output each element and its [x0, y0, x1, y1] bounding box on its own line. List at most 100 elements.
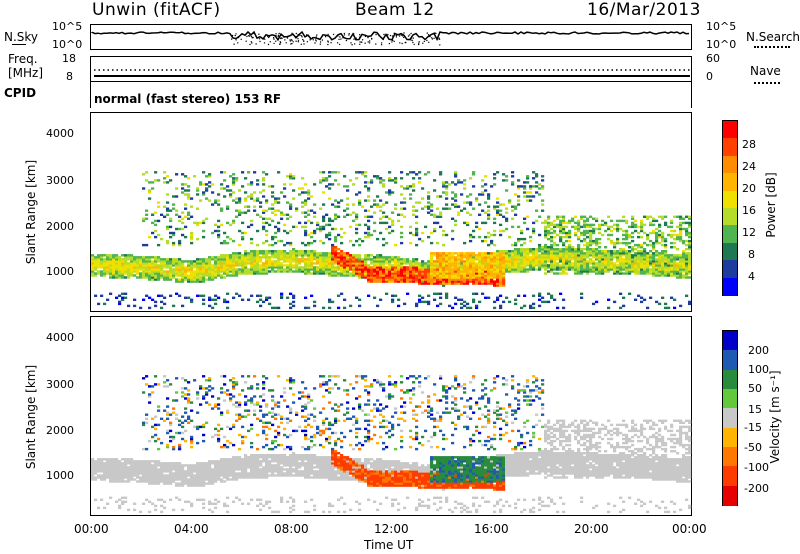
heatmap-cell [94, 266, 98, 269]
heatmap-cell [454, 195, 458, 198]
heatmap-cell [472, 171, 476, 174]
heatmap-cell [451, 229, 455, 233]
heatmap-cell [202, 278, 206, 281]
noise-dot [428, 41, 430, 43]
heatmap-cell [181, 280, 185, 283]
heatmap-cell [538, 292, 542, 295]
heatmap-cell [634, 229, 638, 233]
heatmap-cell [334, 250, 338, 253]
heatmap-cell [451, 278, 455, 281]
heatmap-cell [283, 258, 287, 261]
heatmap-cell [151, 417, 155, 420]
heatmap-cell [337, 266, 341, 269]
heatmap-cell [190, 268, 194, 271]
heatmap-cell [220, 256, 224, 259]
heatmap-cell [349, 254, 353, 257]
heatmap-cell [421, 296, 425, 299]
heatmap-cell [334, 179, 338, 182]
heatmap-cell [391, 268, 395, 271]
heatmap-cell [352, 268, 356, 271]
heatmap-cell [676, 276, 680, 279]
heatmap-cell [511, 266, 515, 269]
heatmap-cell [490, 254, 494, 257]
heatmap-cell [604, 254, 608, 257]
heatmap-cell [541, 260, 545, 263]
heatmap-cell [415, 201, 419, 204]
heatmap-cell [313, 270, 317, 273]
heatmap-cell [223, 470, 227, 473]
heatmap-cell [442, 274, 446, 277]
heatmap-cell [580, 272, 584, 275]
heatmap-cell [328, 264, 332, 267]
heatmap-cell [472, 266, 476, 269]
heatmap-cell [445, 256, 449, 259]
heatmap-cell [382, 215, 386, 218]
heatmap-cell [364, 256, 368, 259]
heatmap-cell [334, 235, 338, 239]
noise-dot [410, 32, 412, 35]
heatmap-cell [130, 274, 134, 277]
heatmap-cell [229, 468, 233, 471]
heatmap-cell [616, 256, 620, 259]
heatmap-cell [229, 472, 233, 475]
heatmap-cell [517, 187, 521, 190]
heatmap-cell [487, 274, 491, 277]
heatmap-cell [421, 300, 425, 304]
heatmap-cell [163, 462, 167, 465]
heatmap-cell [511, 262, 515, 265]
heatmap-cell [109, 476, 113, 479]
heatmap-cell [325, 235, 329, 239]
heatmap-cell [154, 508, 158, 512]
heatmap-cell [466, 262, 470, 265]
heatmap-cell [169, 470, 173, 473]
heatmap-cell [193, 468, 197, 471]
noise-dot [248, 35, 251, 37]
heatmap-cell [265, 258, 269, 261]
heatmap-cell [421, 207, 425, 210]
heatmap-cell [424, 270, 428, 273]
power-ytick-4000: 4000 [46, 127, 74, 140]
heatmap-cell [547, 270, 551, 273]
heatmap-cell [115, 462, 119, 465]
heatmap-cell [205, 387, 209, 390]
heatmap-cell [496, 274, 500, 277]
heatmap-cell [271, 243, 275, 247]
heatmap-cell [190, 439, 194, 443]
heatmap-cell [559, 223, 563, 227]
heatmap-cell [106, 270, 110, 273]
heatmap-cell [238, 209, 242, 212]
heatmap-cell [676, 266, 680, 269]
heatmap-cell [358, 304, 362, 308]
heatmap-cell [211, 278, 215, 281]
heatmap-cell [481, 266, 485, 269]
heatmap-cell [535, 260, 539, 263]
heatmap-cell [616, 260, 620, 263]
heatmap-cell [493, 284, 497, 287]
heatmap-cell [238, 199, 242, 202]
heatmap-cell [214, 258, 218, 261]
heatmap-cell [481, 179, 485, 182]
heatmap-cell [262, 268, 266, 271]
heatmap-cell [673, 260, 677, 263]
heatmap-cell [376, 278, 380, 281]
heatmap-cell [175, 468, 179, 471]
heatmap-cell [685, 276, 689, 279]
heatmap-cell [625, 270, 629, 273]
heatmap-cell [634, 243, 638, 247]
heatmap-cell [289, 205, 293, 208]
heatmap-cell [583, 266, 587, 269]
heatmap-cell [103, 470, 107, 473]
heatmap-cell [286, 201, 290, 204]
heatmap-cell [160, 266, 164, 269]
heatmap-cell [673, 298, 677, 301]
heatmap-cell [667, 266, 671, 269]
heatmap-cell [169, 468, 173, 471]
heatmap-cell [496, 209, 500, 212]
heatmap-cell [190, 437, 194, 441]
heatmap-cell [340, 270, 344, 273]
heatmap-cell [619, 262, 623, 265]
heatmap-cell [136, 460, 140, 463]
heatmap-cell [586, 260, 590, 263]
heatmap-cell [118, 506, 122, 510]
heatmap-cell [418, 282, 422, 285]
